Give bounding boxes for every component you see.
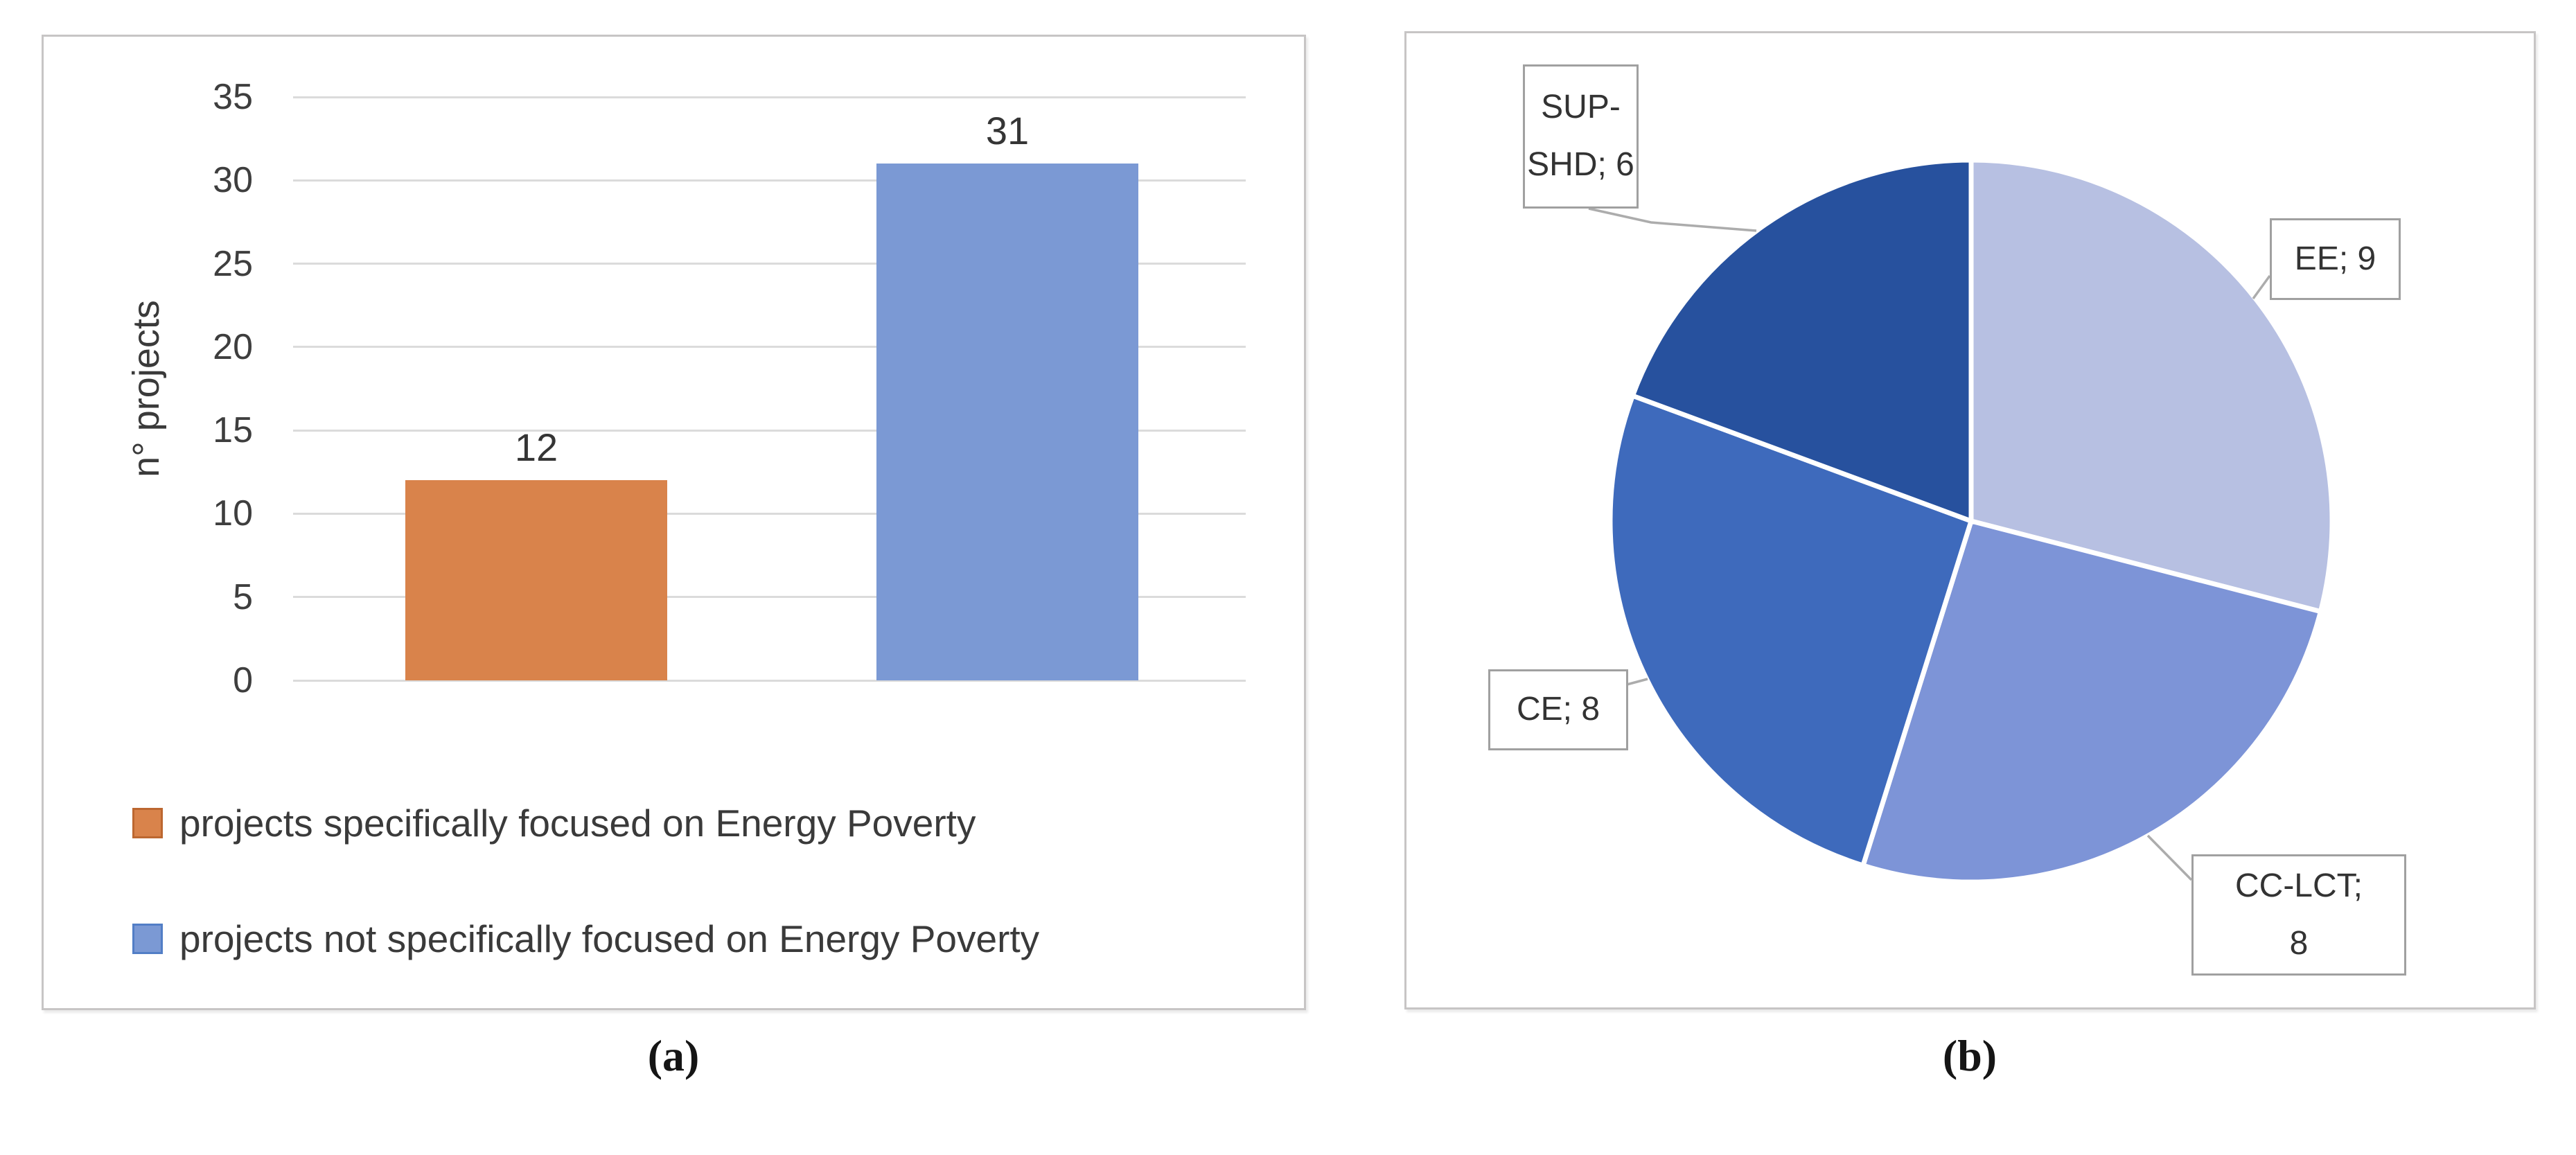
bar-not-ep-focused (876, 164, 1138, 680)
bar-ep-focused (405, 480, 667, 680)
pie-slice-sup-shd (1629, 157, 1974, 525)
legend-swatch (132, 808, 163, 838)
caption-panel-b: (b) (1942, 1031, 1997, 1080)
legend-label: projects specifically focused on Energy … (179, 802, 976, 845)
legend-item: projects specifically focused on Energy … (132, 801, 976, 845)
pie-slice-ee (1968, 157, 2335, 615)
y-tick-label: 0 (233, 660, 253, 700)
y-tick-label: 35 (213, 77, 253, 117)
gridline (293, 346, 1246, 349)
pie-label-line: 8 (2289, 924, 2309, 962)
leader-cc-lct (2146, 834, 2193, 881)
gridline (293, 596, 1246, 599)
pie-chart-panel: SUP- SHD; 6 EE; 9 CE; 8 CC-LCT; 8 (1404, 31, 2536, 1009)
gridline (293, 96, 1246, 98)
pie-label-line: SHD; 6 (1527, 146, 1634, 183)
y-tick-label: 30 (213, 160, 253, 201)
gridline (293, 263, 1246, 265)
bar-value-label: 31 (985, 109, 1030, 153)
pie-label-line: SUP- (1541, 89, 1621, 126)
pie-label-line: CC-LCT; (2234, 867, 2363, 904)
legend-swatch (132, 924, 163, 954)
gridline (293, 429, 1246, 432)
y-tick-label: 20 (213, 326, 253, 367)
pie-slice-cc-lct (1860, 518, 2324, 885)
bar-chart-plot-area: n° projects 0 5 10 15 20 25 30 35 12 31 projects s… (44, 37, 1304, 1008)
leader-sup-shd (1588, 207, 1757, 232)
pie-label-ee: EE; 9 (2270, 218, 2401, 300)
pie-chart (1588, 157, 2335, 885)
leader-ce (1626, 678, 1648, 686)
caption-panel-a: (a) (647, 1031, 700, 1080)
pie-label-cc-lct: CC-LCT; 8 (2191, 854, 2406, 976)
legend-label: projects not specifically focused on Ene… (179, 917, 1040, 960)
bar-value-label: 12 (514, 425, 558, 470)
pie-label-line: CE; 8 (1516, 691, 1600, 728)
y-tick-label: 5 (233, 576, 253, 617)
gridline (293, 679, 1246, 682)
bar-chart-panel: n° projects 0 5 10 15 20 25 30 35 12 31 projects s… (42, 35, 1306, 1010)
y-tick-label: 25 (213, 243, 253, 284)
legend-item: projects not specifically focused on Ene… (132, 917, 1039, 961)
gridline (293, 179, 1246, 182)
pie-label-ce: CE; 8 (1488, 669, 1628, 750)
y-tick-label: 10 (213, 493, 253, 534)
gridline (293, 512, 1246, 515)
pie-label-line: EE; 9 (2294, 240, 2376, 277)
y-tick-label: 15 (213, 410, 253, 451)
pie-label-sup-shd: SUP- SHD; 6 (1523, 64, 1639, 209)
leader-ee (2252, 274, 2271, 300)
